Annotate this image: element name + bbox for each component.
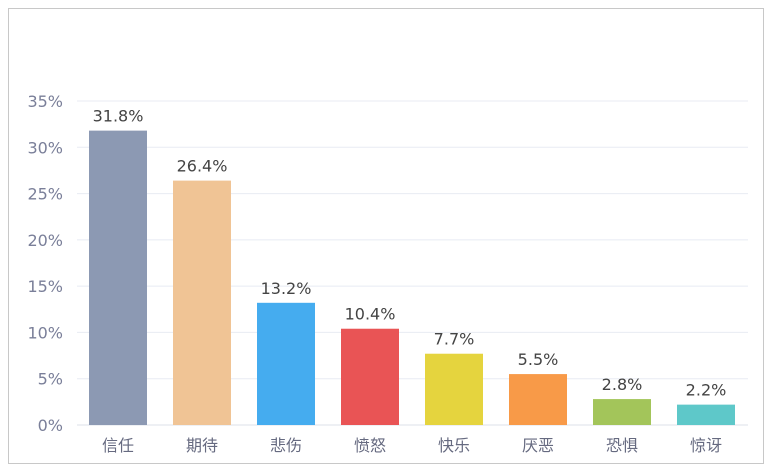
bar	[425, 353, 483, 425]
bar	[89, 130, 147, 425]
x-tick-label: 信任	[102, 436, 134, 455]
x-tick-label: 恐惧	[606, 436, 638, 455]
y-tick-label: 25%	[27, 185, 63, 204]
bar	[257, 302, 315, 425]
data-label: 5.5%	[518, 350, 559, 369]
data-label: 31.8%	[93, 107, 144, 126]
x-tick-label: 厌恶	[522, 436, 554, 455]
bar	[593, 399, 651, 425]
chart-frame	[8, 8, 764, 464]
y-tick-label: 20%	[27, 231, 63, 250]
y-tick-label: 10%	[27, 323, 63, 342]
y-tick-label: 35%	[27, 92, 63, 111]
y-tick-label: 0%	[38, 416, 63, 435]
y-tick-label: 30%	[27, 138, 63, 157]
y-tick-label: 5%	[38, 370, 63, 389]
y-tick-label: 15%	[27, 277, 63, 296]
data-label: 7.7%	[434, 330, 475, 349]
data-label: 13.2%	[261, 279, 312, 298]
data-label: 2.8%	[602, 375, 643, 394]
x-tick-label: 期待	[186, 436, 218, 455]
x-tick-label: 惊讶	[690, 436, 722, 455]
bar	[509, 374, 567, 425]
data-label: 26.4%	[177, 157, 228, 176]
x-tick-label: 悲伤	[270, 436, 302, 455]
bar	[341, 328, 399, 425]
x-tick-label: 愤怒	[354, 436, 386, 455]
bar	[677, 404, 735, 425]
data-label: 10.4%	[345, 305, 396, 324]
bar	[173, 180, 231, 425]
x-tick-label: 快乐	[438, 436, 470, 455]
data-label: 2.2%	[686, 381, 727, 400]
